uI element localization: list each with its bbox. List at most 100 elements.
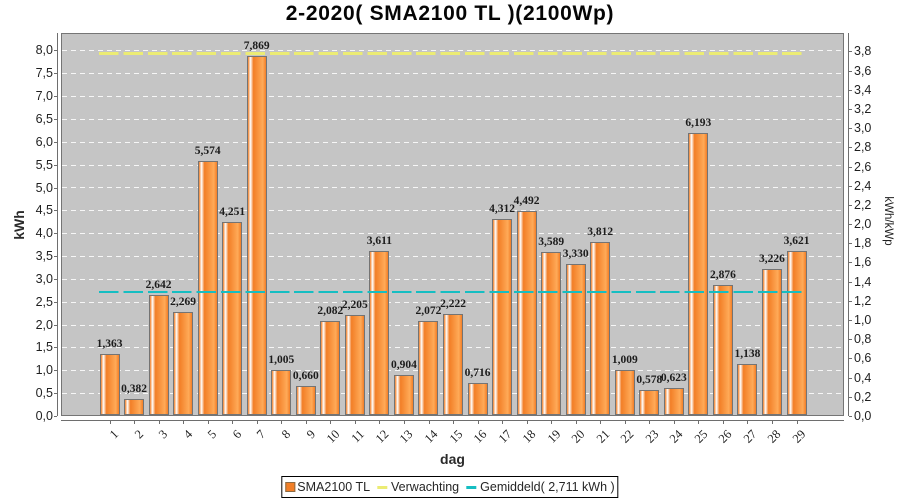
x-tick xyxy=(477,421,479,424)
x-tick xyxy=(158,421,160,424)
bar-value-label: 7,869 xyxy=(243,40,270,53)
bar-value-label: 3,330 xyxy=(562,247,589,260)
x-tick xyxy=(722,421,724,424)
gridline xyxy=(62,50,843,51)
y-tick-label-left: 0,5 xyxy=(35,386,53,401)
x-tick-label: 3 xyxy=(156,427,171,442)
y-tick-right xyxy=(849,300,852,302)
bar-day-6 xyxy=(222,221,243,415)
expected-line-icon xyxy=(377,485,388,489)
bar-day-27 xyxy=(737,364,758,415)
x-tick xyxy=(698,421,700,424)
x-tick-label: 8 xyxy=(278,427,294,442)
x-tick xyxy=(526,421,528,424)
x-tick-label: 26 xyxy=(716,427,735,446)
y-tick-right xyxy=(849,396,852,398)
y-tick-right xyxy=(849,358,852,360)
x-tick xyxy=(232,421,234,424)
y-tick-label-right: 1,0 xyxy=(854,313,872,327)
x-tick-label: 6 xyxy=(229,427,245,442)
y-tick-label-right: 0,4 xyxy=(854,370,872,385)
bar-day-3 xyxy=(148,295,169,415)
bar-day-8 xyxy=(271,370,292,415)
gridline xyxy=(62,233,843,234)
x-tick xyxy=(354,421,356,424)
gridline xyxy=(62,73,843,74)
bar-day-12 xyxy=(369,251,390,415)
y-tick-right xyxy=(849,224,852,225)
bar-value-label: 5,574 xyxy=(194,145,221,158)
y-tick-right xyxy=(849,70,852,72)
bar-day-28 xyxy=(761,268,782,415)
y-tick-label-right: 3,0 xyxy=(854,121,872,136)
x-tick-label: 17 xyxy=(495,427,514,446)
y-tick-left xyxy=(54,324,57,326)
y-tick-label-right: 0,0 xyxy=(854,409,872,423)
x-tick-label: 14 xyxy=(421,427,441,446)
legend-average-label: Gemiddeld( 2,711 kWh ) xyxy=(480,480,615,494)
bar-day-25 xyxy=(688,133,709,415)
bar-day-9 xyxy=(295,385,316,415)
y-tick-left xyxy=(54,50,57,52)
bar-value-label: 0,716 xyxy=(464,367,491,380)
bar-day-18 xyxy=(516,210,537,415)
bar-value-label: 4,251 xyxy=(219,205,246,218)
bar-day-11 xyxy=(344,315,365,415)
x-tick xyxy=(305,421,307,424)
y-tick-left xyxy=(54,301,57,303)
y-tick-right xyxy=(849,339,852,341)
x-tick xyxy=(183,421,185,424)
bar-value-label: 2,269 xyxy=(170,296,197,309)
gridline xyxy=(62,302,843,303)
bar-value-label: 1,009 xyxy=(611,353,638,366)
gridline xyxy=(62,187,843,188)
y-tick-label-right: 1,8 xyxy=(854,236,872,251)
y-tick-label-left: 5,0 xyxy=(35,180,53,195)
y-tick-right xyxy=(849,243,852,245)
legend-expected-label: Verwachting xyxy=(391,480,460,494)
y-tick-left xyxy=(54,164,57,166)
legend: SMA2100 TL Verwachting Gemiddeld( 2,711 … xyxy=(281,476,619,498)
y-tick-label-right: 2,0 xyxy=(854,217,872,231)
y-tick-label-right: 2,4 xyxy=(854,178,872,193)
bar-day-20 xyxy=(565,263,586,415)
y-axis-title-left: kWh xyxy=(11,210,27,240)
y-tick-label-left: 0,0 xyxy=(35,409,53,423)
y-tick-right xyxy=(849,320,852,321)
x-tick xyxy=(330,421,332,424)
bar-value-label: 0,660 xyxy=(292,369,319,382)
y-tick-right xyxy=(849,147,852,149)
legend-item-expected: Verwachting xyxy=(375,477,459,497)
bar-value-label: 2,082 xyxy=(317,304,344,317)
y-tick-left xyxy=(54,256,57,257)
x-tick xyxy=(256,421,258,424)
gridline xyxy=(62,119,843,120)
y-tick-label-right: 3,8 xyxy=(854,44,872,59)
x-tick-label: 24 xyxy=(666,427,686,446)
y-tick-right xyxy=(849,377,852,379)
y-axis-line-left xyxy=(57,33,58,416)
bar-day-4 xyxy=(173,312,194,415)
bar-day-17 xyxy=(492,218,513,415)
y-tick-label-right: 0,6 xyxy=(854,351,872,366)
y-tick-left xyxy=(54,393,57,395)
bar-value-label: 2,222 xyxy=(440,298,466,311)
x-tick xyxy=(134,421,135,424)
bar-day-16 xyxy=(467,383,488,415)
x-tick xyxy=(551,421,553,424)
gridline xyxy=(62,256,843,257)
y-tick-label-left: 3,5 xyxy=(35,249,53,263)
legend-item-series: SMA2100 TL xyxy=(285,477,370,497)
average-line-icon xyxy=(466,485,477,489)
x-tick-label: 5 xyxy=(205,427,220,442)
y-tick-label-left: 8,0 xyxy=(35,43,53,58)
x-tick-label: 11 xyxy=(348,427,367,446)
bar-value-label: 3,226 xyxy=(759,252,785,265)
y-tick-label-left: 1,5 xyxy=(35,340,53,355)
y-tick-left xyxy=(54,187,57,189)
bar-value-label: 4,312 xyxy=(489,202,515,215)
y-tick-right xyxy=(849,166,852,168)
y-tick-label-right: 2,2 xyxy=(854,197,872,212)
x-tick xyxy=(796,421,798,424)
y-tick-left xyxy=(54,73,57,75)
